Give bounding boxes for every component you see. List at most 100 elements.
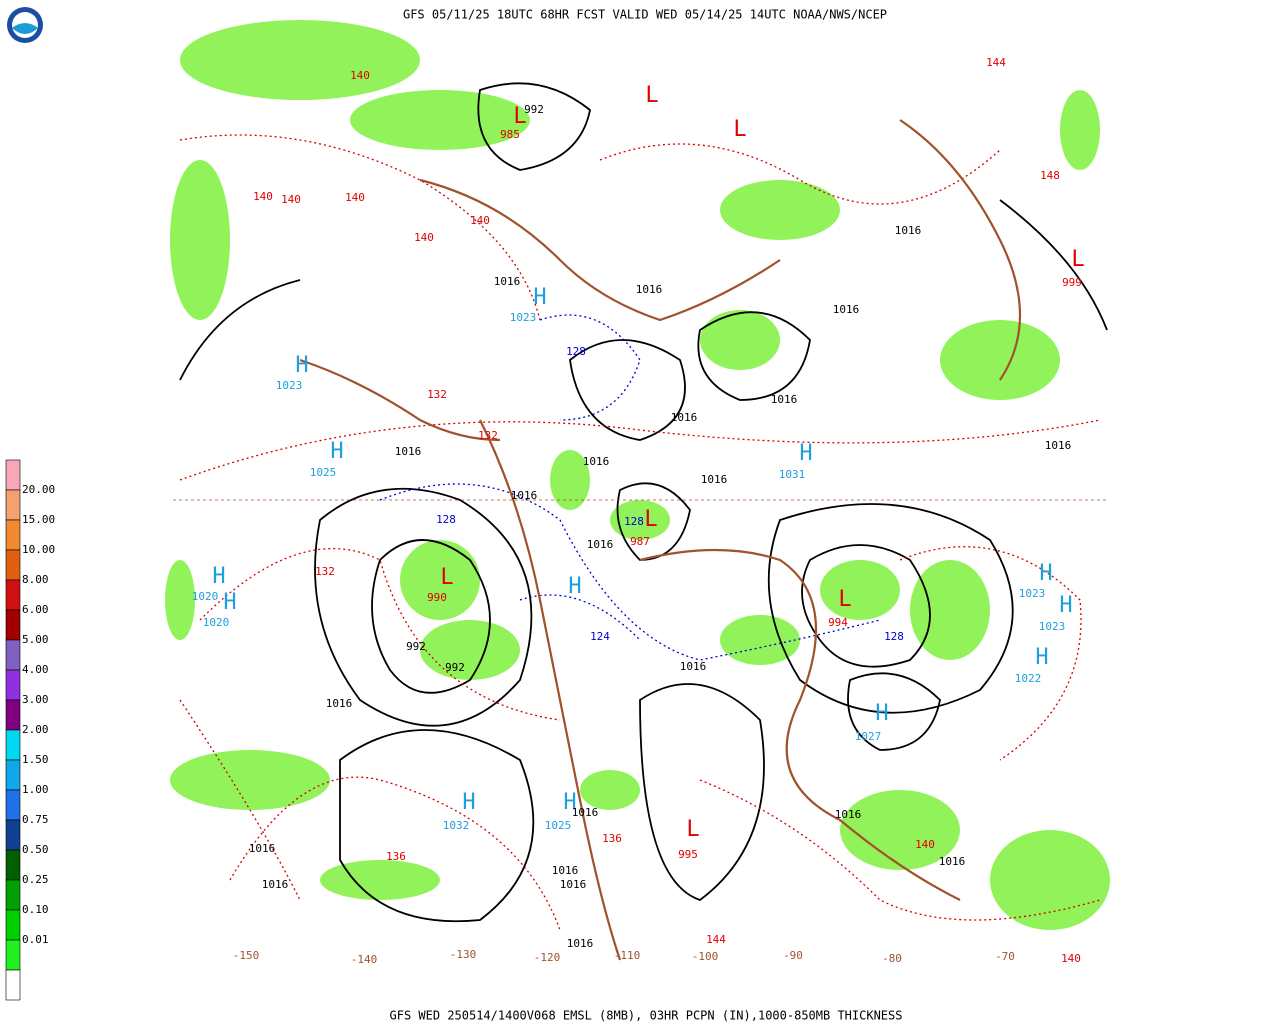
isobar-label: 1016 bbox=[494, 275, 521, 288]
thickness-warm-label: 140 bbox=[345, 191, 365, 204]
low-label: 999 bbox=[1062, 276, 1082, 289]
high-label: 1032 bbox=[443, 819, 470, 832]
precip-area bbox=[820, 560, 900, 620]
isobar bbox=[801, 544, 931, 668]
precip-area bbox=[170, 160, 230, 320]
legend-label: 0.10 bbox=[22, 903, 49, 916]
high-label: H bbox=[223, 590, 236, 615]
precip-area bbox=[720, 615, 800, 665]
isobar-label: 1016 bbox=[511, 489, 538, 502]
legend-swatch bbox=[5, 879, 21, 911]
precip-area bbox=[400, 540, 480, 620]
low-label: 995 bbox=[678, 848, 698, 861]
low-label: L bbox=[645, 83, 658, 108]
legend-label: 3.00 bbox=[22, 693, 49, 706]
isobar-label: 1016 bbox=[636, 283, 663, 296]
coastline bbox=[299, 358, 501, 442]
legend-label: 2.00 bbox=[22, 723, 49, 736]
legend-swatch bbox=[5, 729, 21, 761]
map-footer: GFS WED 250514/1400V068 EMSL (8MB), 03HR… bbox=[390, 1009, 903, 1023]
high-label: H bbox=[462, 790, 475, 815]
precip-area bbox=[990, 830, 1110, 930]
isobar-label: 1016 bbox=[583, 455, 610, 468]
isobar bbox=[179, 199, 1108, 381]
legend-label: 15.00 bbox=[22, 513, 55, 526]
thickness-warm-label: 132 bbox=[315, 565, 335, 578]
isobar-label: 1016 bbox=[262, 878, 289, 891]
isobar bbox=[314, 487, 533, 727]
isobar bbox=[616, 482, 691, 561]
coastline bbox=[479, 419, 622, 961]
isobar bbox=[767, 503, 1014, 714]
thickness-warm-label: 132 bbox=[427, 388, 447, 401]
isobar-label: 1016 bbox=[771, 393, 798, 406]
legend-swatch bbox=[5, 459, 21, 491]
high-label: 1023 bbox=[276, 379, 303, 392]
precip-area bbox=[940, 320, 1060, 400]
longitude-label: -110 bbox=[614, 949, 641, 962]
thickness-warm-label: 140 bbox=[915, 838, 935, 851]
precip-area bbox=[180, 20, 420, 100]
thickness-warm-label: 140 bbox=[281, 193, 301, 206]
high-label: 1022 bbox=[1015, 672, 1042, 685]
legend-swatch bbox=[5, 579, 21, 611]
legend-swatch bbox=[5, 699, 21, 731]
thickness-cold-label: 124 bbox=[590, 630, 610, 643]
precip-area bbox=[165, 560, 195, 640]
thickness-cold-label: 128 bbox=[624, 515, 644, 528]
precip-area bbox=[170, 750, 330, 810]
thickness-warm-label: 148 bbox=[1040, 169, 1060, 182]
precip-area bbox=[580, 770, 640, 810]
isobar bbox=[697, 311, 811, 401]
high-label: H bbox=[212, 564, 225, 589]
isobar-label: 1016 bbox=[1045, 439, 1072, 452]
legend-swatch bbox=[5, 639, 21, 671]
longitude-label: -80 bbox=[882, 952, 902, 965]
high-label: H bbox=[1035, 645, 1048, 670]
coastline bbox=[419, 178, 781, 322]
precip-area bbox=[550, 450, 590, 510]
isobar bbox=[639, 683, 765, 902]
legend-label: 4.00 bbox=[22, 663, 49, 676]
high-label: 1025 bbox=[310, 466, 337, 479]
thickness-line bbox=[179, 699, 301, 901]
precip-area bbox=[910, 560, 990, 660]
high-label: H bbox=[1039, 561, 1052, 586]
low-label: L bbox=[440, 565, 453, 590]
legend-label: 0.01 bbox=[22, 933, 49, 946]
isobar-label: 1016 bbox=[572, 806, 599, 819]
isobar-label: 1016 bbox=[680, 660, 707, 673]
isobar-label: 1016 bbox=[326, 697, 353, 710]
thickness-line bbox=[179, 134, 541, 321]
precip-area bbox=[1060, 90, 1100, 170]
high-label: 1023 bbox=[1039, 620, 1066, 633]
isobar-label: 1016 bbox=[560, 878, 587, 891]
isobar bbox=[847, 672, 941, 751]
longitude-label: -70 bbox=[995, 950, 1015, 963]
map-title: GFS 05/11/25 18UTC 68HR FCST VALID WED 0… bbox=[403, 8, 887, 22]
legend-swatch bbox=[5, 909, 21, 941]
legend-swatch bbox=[5, 669, 21, 701]
thickness-warm-label: 132 bbox=[478, 429, 498, 442]
isobar bbox=[477, 82, 591, 171]
legend-swatch bbox=[5, 849, 21, 881]
high-label: 1027 bbox=[855, 730, 882, 743]
high-label: H bbox=[875, 701, 888, 726]
low-label: L bbox=[686, 817, 699, 842]
precip-area bbox=[350, 90, 530, 150]
thickness-line bbox=[599, 143, 1001, 205]
map-decoration bbox=[165, 20, 1110, 961]
legend-swatch bbox=[5, 759, 21, 791]
low-label: L bbox=[513, 104, 526, 129]
longitude-label: -150 bbox=[233, 949, 260, 962]
high-label: 1020 bbox=[203, 616, 230, 629]
precip-area bbox=[320, 860, 440, 900]
cold-thickness-line bbox=[539, 314, 641, 421]
legend-swatch bbox=[5, 969, 21, 1001]
legend-label: 8.00 bbox=[22, 573, 49, 586]
low-label: L bbox=[644, 507, 657, 532]
thickness-cold-label: 128 bbox=[436, 513, 456, 526]
